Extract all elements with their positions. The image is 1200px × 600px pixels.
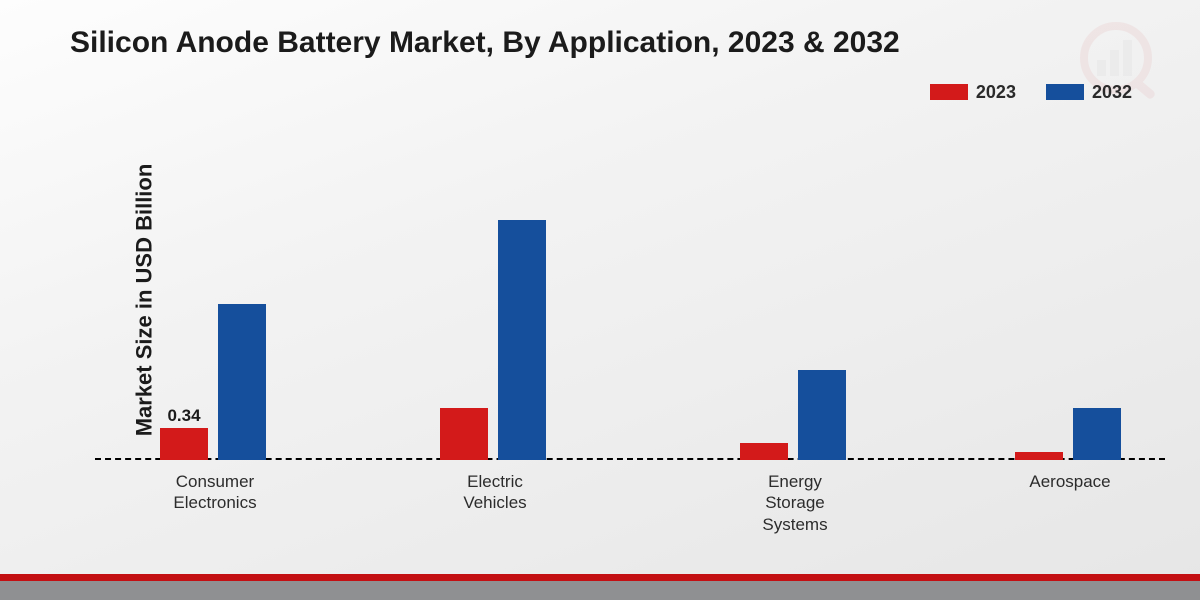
bar-energy_storage-y2032	[798, 370, 846, 460]
x-label-consumer_electronics: ConsumerElectronics	[125, 471, 305, 514]
data-label-consumer_electronics-y2023: 0.34	[167, 406, 200, 426]
x-label-electric_vehicles: ElectricVehicles	[405, 471, 585, 514]
bar-group-aerospace	[1005, 130, 1135, 460]
bar-consumer_electronics-y2023	[160, 428, 208, 460]
x-axis-labels: ConsumerElectronics ElectricVehicles Energ…	[95, 465, 1165, 535]
plot-area: 0.34	[95, 130, 1165, 460]
legend-label-2023: 2023	[976, 82, 1016, 102]
legend: 2023 2032	[930, 82, 1132, 103]
bar-energy_storage-y2023	[740, 443, 788, 460]
chart-canvas: Silicon Anode Battery Market, By Applica…	[0, 0, 1200, 600]
chart-title: Silicon Anode Battery Market, By Applica…	[70, 26, 900, 60]
watermark-handle	[1132, 78, 1156, 100]
bar-group-energy_storage	[730, 130, 860, 460]
watermark-bar-1	[1097, 60, 1106, 76]
watermark-bar-3	[1123, 40, 1132, 76]
footer-accent-line	[0, 574, 1200, 581]
legend-swatch-2023	[930, 84, 968, 100]
bar-consumer_electronics-y2032	[218, 304, 266, 460]
bar-group-electric_vehicles	[430, 130, 560, 460]
legend-item-2032: 2032	[1046, 82, 1132, 103]
watermark-bar-2	[1110, 50, 1119, 76]
bar-aerospace-y2023	[1015, 452, 1063, 460]
legend-label-2032: 2032	[1092, 82, 1132, 102]
bar-aerospace-y2032	[1073, 408, 1121, 460]
x-label-energy_storage: EnergyStorageSystems	[705, 471, 885, 535]
legend-swatch-2032	[1046, 84, 1084, 100]
x-label-aerospace: Aerospace	[980, 471, 1160, 492]
bar-electric_vehicles-y2032	[498, 220, 546, 460]
bar-electric_vehicles-y2023	[440, 408, 488, 460]
footer-bar	[0, 581, 1200, 600]
legend-item-2023: 2023	[930, 82, 1016, 103]
